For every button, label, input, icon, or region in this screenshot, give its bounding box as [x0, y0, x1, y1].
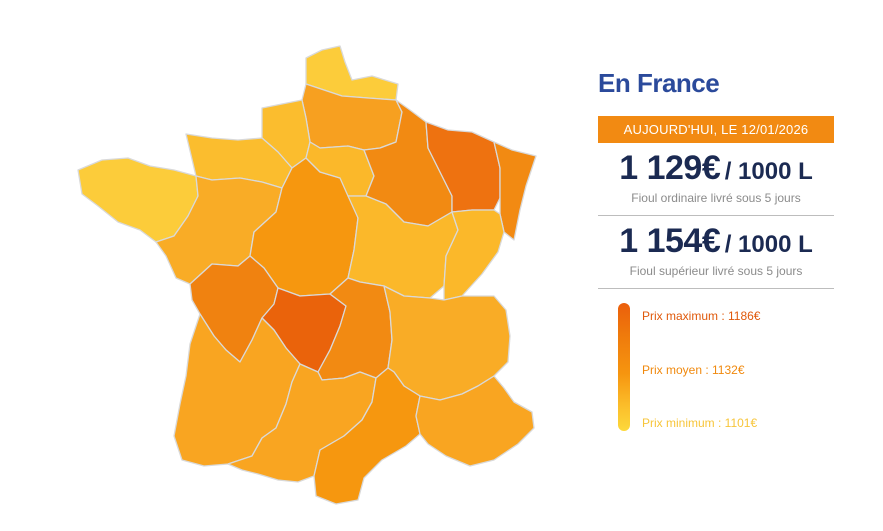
price-line: 1 154€ / 1000 L: [598, 222, 834, 261]
region-languedoc-roussillon[interactable]: Languedoc-Roussillon: [313, 367, 421, 505]
price-line: 1 129€ / 1000 L: [598, 149, 834, 188]
divider: [598, 288, 834, 289]
region-franche-comte[interactable]: Franche-Comté: [443, 209, 505, 301]
price-description: Fioul ordinaire livré sous 5 jours: [631, 191, 801, 205]
price-description: Fioul supérieur livré sous 5 jours: [629, 264, 803, 278]
legend-min-price: Prix minimum : 1101€: [642, 416, 758, 430]
legend-color-scale: [618, 303, 630, 431]
price-legend: Prix maximum : 1186€ Prix moyen : 1132€ …: [598, 303, 834, 435]
price-block-superieur: 1 154€ / 1000 L Fioul supérieur livré so…: [598, 216, 834, 288]
price-block-ordinaire: 1 129€ / 1000 L Fioul ordinaire livré so…: [598, 143, 834, 215]
price-amount: 1 154€: [619, 222, 721, 260]
legend-avg-price: Prix moyen : 1132€: [642, 363, 745, 377]
page-title: En France: [598, 68, 720, 98]
price-panel: En France AUJOURD'HUI, LE 12/01/2026 1 1…: [598, 68, 834, 435]
price-amount: 1 129€: [619, 149, 721, 187]
date-badge: AUJOURD'HUI, LE 12/01/2026: [598, 116, 834, 143]
price-unit: / 1000 L: [724, 231, 813, 258]
divider: [598, 215, 834, 216]
legend-max-price: Prix maximum : 1186€: [642, 309, 761, 323]
price-unit: / 1000 L: [724, 158, 813, 185]
region-alsace[interactable]: Alsace: [493, 141, 537, 241]
region-paca[interactable]: Provence-Alpes-Côte d'Azur: [415, 375, 535, 467]
region-midi-pyrenees[interactable]: Midi-Pyrénées: [227, 363, 377, 483]
france-price-map: Nord-Pas-de-Calais Picardie Haute-Norman…: [77, 45, 537, 505]
